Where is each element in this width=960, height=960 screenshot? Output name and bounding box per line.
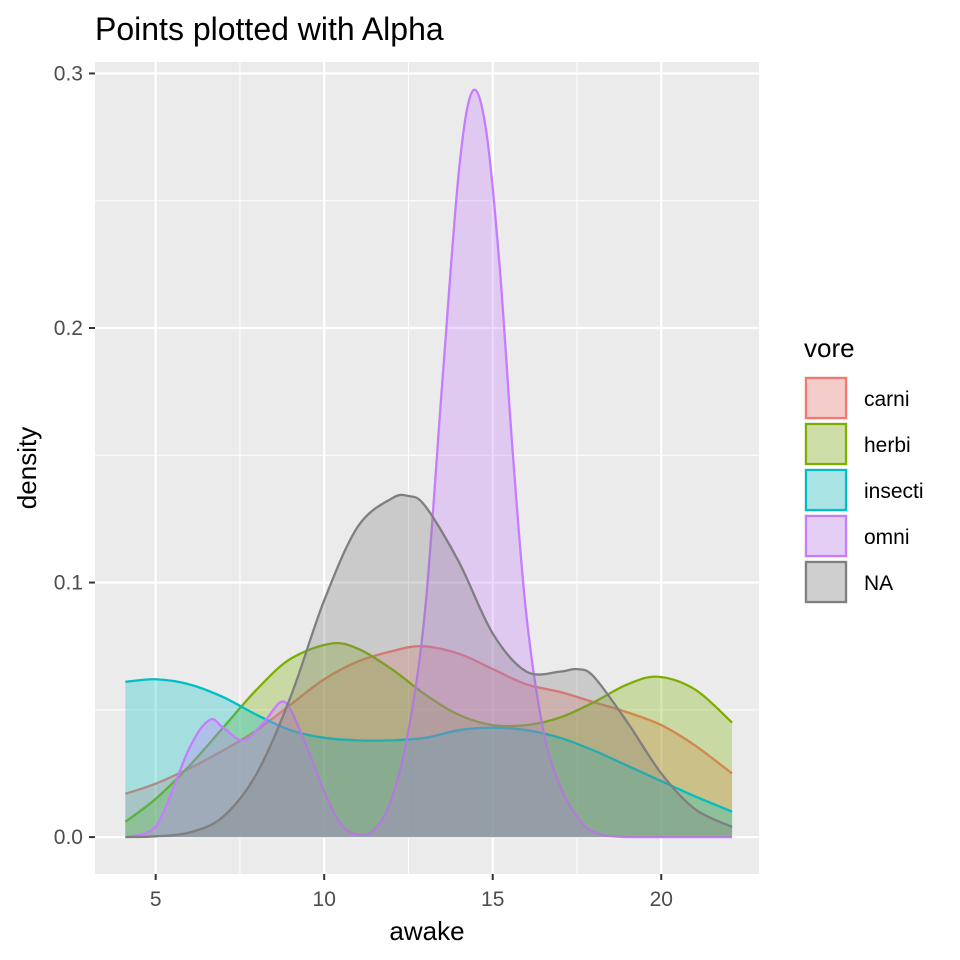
legend-item-na: NA	[804, 560, 893, 604]
x-tick-label: 15	[481, 888, 504, 911]
minor-gridlines	[95, 62, 759, 874]
y-tick-label: 0.1	[54, 572, 83, 595]
x-tick-label: 20	[650, 888, 673, 911]
x-tick-label: 10	[313, 888, 336, 911]
chart-title: Points plotted with Alpha	[95, 11, 444, 47]
axes: 5 10 15 20 0.0 0.1 0.2 0.3	[54, 62, 673, 911]
legend-key-background	[804, 514, 848, 558]
y-tick-label: 0.2	[54, 317, 83, 340]
legend-label: carni	[864, 388, 910, 411]
density-area-herbi	[125, 643, 733, 838]
density-area-insecti	[125, 679, 733, 838]
legend-item-insecti: insecti	[804, 468, 924, 512]
x-axis-title: awake	[389, 916, 464, 946]
density-area-omni	[125, 89, 733, 838]
density-line-na	[125, 493, 733, 839]
legend-key-background	[804, 560, 848, 604]
legend-swatch	[804, 560, 848, 604]
legend-swatch	[804, 514, 848, 558]
legend-item-carni: carni	[804, 376, 910, 420]
density-line-omni	[124, 88, 733, 839]
legend-label: NA	[864, 572, 893, 595]
density-area-carni	[125, 646, 733, 838]
legend-label: insecti	[864, 480, 924, 503]
legend-title: vore	[804, 333, 855, 363]
y-tick-label: 0.0	[54, 826, 83, 849]
legend: vore carni herbi insecti omni NA	[804, 333, 924, 604]
y-axis-title: density	[12, 427, 42, 509]
legend-swatch	[804, 422, 848, 466]
density-line-insecti	[125, 678, 733, 813]
density-series	[124, 88, 733, 839]
legend-label: omni	[864, 526, 910, 549]
legend-swatch	[804, 468, 848, 512]
legend-item-herbi: herbi	[804, 422, 911, 466]
legend-key-background	[804, 422, 848, 466]
x-tick-label: 5	[150, 888, 162, 911]
legend-swatch	[804, 376, 848, 420]
legend-key-background	[804, 468, 848, 512]
y-tick-label: 0.3	[54, 62, 83, 85]
legend-label: herbi	[864, 434, 911, 457]
density-area-na	[125, 494, 733, 838]
legend-item-omni: omni	[804, 514, 910, 558]
legend-key-background	[804, 376, 848, 420]
